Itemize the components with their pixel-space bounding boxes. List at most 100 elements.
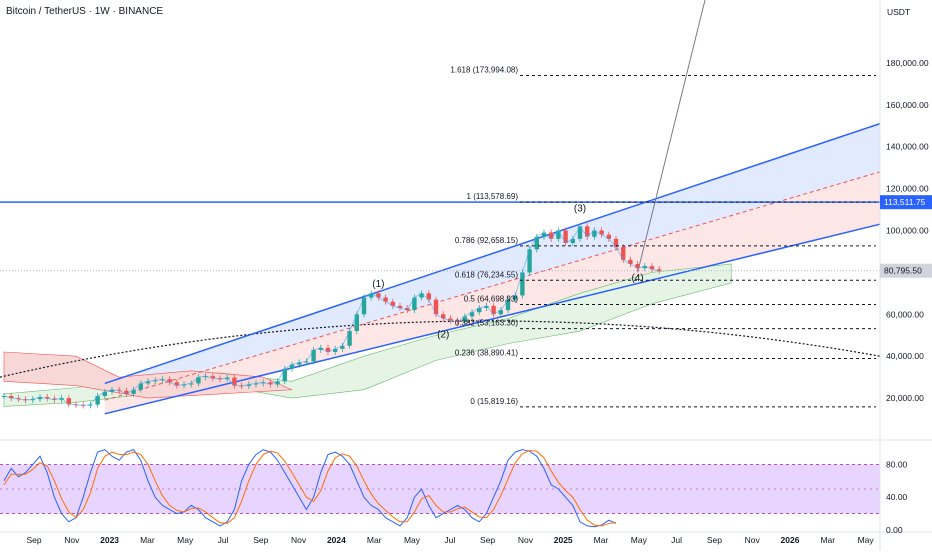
candle [318, 347, 323, 350]
time-tick-label: 2023 [100, 535, 119, 545]
candle [333, 348, 338, 352]
candle [88, 404, 93, 406]
channel-upper-line [104, 122, 881, 385]
price-tag-label: 113,511.75 [884, 197, 926, 207]
candle [52, 398, 57, 400]
candle [585, 226, 590, 237]
time-tick-label: May [858, 535, 875, 545]
stoch-tick-label: 40.00 [886, 492, 908, 502]
candle [253, 383, 259, 385]
candle [412, 297, 417, 311]
candle [462, 316, 467, 322]
candle [138, 383, 143, 390]
time-tick-label: Nov [291, 535, 307, 545]
candle [354, 314, 359, 332]
fib-level-label: 0 (15,819.16) [470, 397, 518, 406]
wave-label: (4) [631, 273, 643, 284]
price-tick-label: 20,000.00 [886, 393, 924, 403]
price-line [3, 225, 660, 406]
candle [109, 389, 115, 392]
candle [635, 264, 640, 269]
currency-label: USDT [887, 7, 910, 17]
candle [217, 378, 223, 380]
candle [9, 396, 14, 399]
time-tick-label: 2026 [781, 535, 800, 545]
candle [30, 399, 35, 401]
candle [304, 361, 309, 363]
time-tick-label: Jul [671, 535, 682, 545]
candle [124, 390, 129, 394]
candle [541, 232, 547, 237]
candle [153, 380, 158, 382]
candle [477, 308, 482, 313]
candle [196, 377, 201, 384]
price-tick-label: 60,000.00 [886, 309, 924, 319]
time-tick-label: 2024 [327, 535, 346, 545]
time-tick-label: Nov [745, 535, 761, 545]
time-tick-label: Sep [26, 535, 41, 545]
candle [275, 381, 280, 385]
candle [174, 382, 179, 386]
price-tick-label: 120,000.00 [886, 184, 929, 194]
projection-line [637, 0, 706, 273]
candle [534, 236, 539, 250]
candle [520, 272, 525, 296]
candle [325, 347, 331, 352]
candle [649, 266, 655, 270]
time-tick-label: May [631, 535, 648, 545]
candle [563, 230, 568, 244]
candle [23, 399, 28, 401]
candle [469, 312, 475, 317]
wave-label: (1) [372, 279, 384, 290]
chart-title: Bitcoin / TetherUS · 1W · BINANCE [6, 6, 164, 17]
candle [484, 305, 489, 308]
candle [498, 310, 503, 315]
price-tag-label: 80,795.50 [884, 266, 922, 276]
candle [390, 301, 395, 306]
candle [181, 384, 187, 386]
candle [145, 381, 151, 384]
time-tick-label: Mar [140, 535, 155, 545]
candle [577, 226, 583, 239]
price-tick-label: 100,000.00 [886, 225, 929, 235]
candle [45, 397, 50, 399]
candle [592, 230, 597, 237]
time-tick-label: Sep [707, 535, 722, 545]
candle [448, 318, 453, 321]
stoch-k-line [3, 449, 617, 528]
fib-level-label: 0.382 (53,163.30) [455, 319, 518, 328]
time-tick-label: Mar [367, 535, 382, 545]
candle [131, 389, 136, 394]
candle [642, 266, 647, 269]
candle [297, 362, 302, 365]
wave-label: (2) [437, 329, 449, 340]
fib-level-label: 0.5 (64,698.93) [464, 294, 519, 303]
candle [117, 389, 122, 391]
wave-label: (3) [574, 204, 586, 215]
time-tick-label: Jul [444, 535, 455, 545]
price-tag-bg [880, 263, 932, 278]
fib-level-label: 1.618 (173,994.08) [450, 65, 518, 74]
time-tick-label: Jul [218, 535, 229, 545]
candle [167, 379, 172, 383]
time-tick-label: Sep [253, 535, 268, 545]
candle [657, 269, 662, 271]
fib-level-label: 1 (113,578.69) [467, 192, 519, 201]
candle [16, 398, 21, 400]
candle [66, 398, 71, 405]
candle [376, 293, 381, 298]
candle [340, 345, 345, 349]
candle [570, 238, 575, 244]
candle [383, 297, 388, 302]
candle [232, 377, 237, 386]
cloud-red [3, 351, 293, 399]
candle [397, 305, 403, 308]
fib-level-label: 0.786 (92,658.15) [455, 236, 518, 245]
candle [261, 382, 266, 384]
candle [246, 384, 251, 386]
candle [210, 376, 215, 379]
time-tick-label: Mar [594, 535, 609, 545]
candle [203, 376, 208, 378]
candle [369, 293, 374, 298]
